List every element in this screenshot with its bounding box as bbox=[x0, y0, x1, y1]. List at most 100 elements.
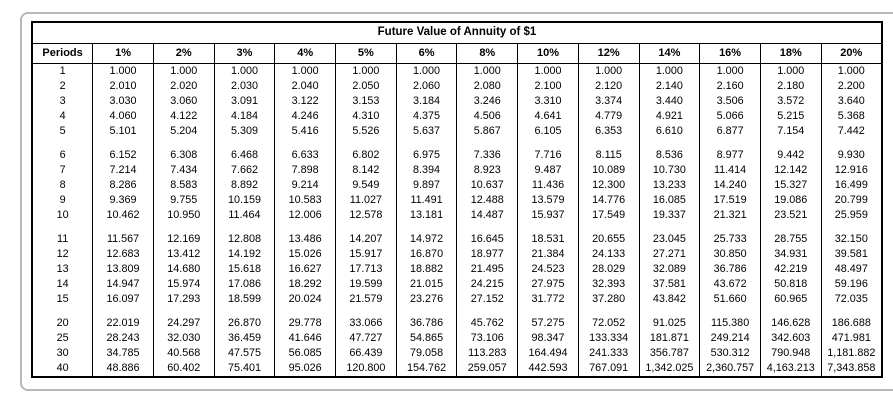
spacer-cell bbox=[456, 139, 519, 148]
value-cell: 37.581 bbox=[638, 277, 701, 292]
value-cell: 1,342.025 bbox=[638, 361, 701, 377]
value-cell: 6.633 bbox=[274, 148, 337, 163]
value-cell: 5.215 bbox=[759, 109, 822, 124]
value-cell: 3.091 bbox=[213, 94, 276, 109]
value-cell: 1.000 bbox=[638, 63, 701, 79]
value-cell: 33.066 bbox=[335, 316, 397, 331]
value-cell: 2.120 bbox=[577, 79, 640, 94]
col-header-rate-12: 12% bbox=[577, 43, 640, 64]
value-cell: 249.214 bbox=[699, 331, 761, 346]
value-cell: 7.898 bbox=[274, 163, 337, 178]
value-cell: 27.271 bbox=[638, 247, 701, 262]
value-cell: 15.917 bbox=[335, 247, 397, 262]
value-cell: 72.052 bbox=[577, 316, 640, 331]
spacer-cell bbox=[395, 223, 458, 232]
value-cell: 19.086 bbox=[759, 193, 822, 208]
value-cell: 31.772 bbox=[517, 292, 579, 307]
value-cell: 17.713 bbox=[335, 262, 397, 277]
value-cell: 1.000 bbox=[335, 63, 397, 79]
value-cell: 9.755 bbox=[152, 193, 215, 208]
value-cell: 45.762 bbox=[456, 316, 519, 331]
value-cell: 51.660 bbox=[699, 292, 761, 307]
value-cell: 186.688 bbox=[820, 316, 883, 331]
period-cell: 11 bbox=[31, 232, 94, 247]
value-cell: 18.599 bbox=[213, 292, 276, 307]
value-cell: 1.000 bbox=[152, 63, 215, 79]
spacer-cell bbox=[577, 307, 640, 316]
value-cell: 15.974 bbox=[152, 277, 215, 292]
spacer-cell bbox=[335, 307, 397, 316]
annuity-table: Future Value of Annuity of $1 Periods 1% 2… bbox=[31, 21, 883, 378]
period-cell: 8 bbox=[31, 178, 94, 193]
spacer-cell bbox=[759, 307, 822, 316]
value-cell: 19.337 bbox=[638, 208, 701, 223]
value-cell: 2.060 bbox=[395, 79, 458, 94]
value-cell: 36.786 bbox=[395, 316, 458, 331]
spacer-cell bbox=[820, 223, 883, 232]
spacer-cell bbox=[638, 307, 701, 316]
value-cell: 356.787 bbox=[638, 346, 701, 361]
value-cell: 7,343.858 bbox=[820, 361, 883, 377]
value-cell: 11.567 bbox=[92, 232, 154, 247]
value-cell: 41.646 bbox=[274, 331, 337, 346]
value-cell: 79.058 bbox=[395, 346, 458, 361]
table-row: 3 3.030 3.060 3.091 3.122 3.153 3.184 3.246 3.31… bbox=[31, 94, 883, 109]
value-cell: 95.026 bbox=[274, 361, 337, 377]
value-cell: 48.886 bbox=[92, 361, 154, 377]
value-cell: 5.416 bbox=[274, 124, 337, 139]
table-row: 40 48.886 60.402 75.401 95.026 120.800 154.762… bbox=[31, 361, 883, 377]
value-cell: 7.154 bbox=[759, 124, 822, 139]
col-header-rate-6: 6% bbox=[395, 43, 458, 64]
period-cell: 6 bbox=[31, 148, 94, 163]
value-cell: 26.870 bbox=[213, 316, 276, 331]
value-cell: 5.368 bbox=[820, 109, 883, 124]
table-row: 14 14.947 15.974 17.086 18.292 19.599 21.015 24… bbox=[31, 277, 883, 292]
value-cell: 7.214 bbox=[92, 163, 154, 178]
value-cell: 19.599 bbox=[335, 277, 397, 292]
value-cell: 12.683 bbox=[92, 247, 154, 262]
period-cell: 4 bbox=[31, 109, 94, 124]
spacer-cell bbox=[152, 307, 215, 316]
col-header-rate-16: 16% bbox=[699, 43, 761, 64]
value-cell: 91.025 bbox=[638, 316, 701, 331]
spacer-cell bbox=[699, 223, 761, 232]
value-cell: 767.091 bbox=[577, 361, 640, 377]
value-cell: 1.000 bbox=[820, 63, 883, 79]
spacer-cell bbox=[517, 139, 579, 148]
col-header-rate-14: 14% bbox=[638, 43, 701, 64]
value-cell: 8.394 bbox=[395, 163, 458, 178]
value-cell: 5.066 bbox=[699, 109, 761, 124]
table-row: 5 5.101 5.204 5.309 5.416 5.526 5.637 5.867 6.10… bbox=[31, 124, 883, 139]
spacer-cell bbox=[820, 307, 883, 316]
value-cell: 12.169 bbox=[152, 232, 215, 247]
value-cell: 8.536 bbox=[638, 148, 701, 163]
table-row: 4 4.060 4.122 4.184 4.246 4.310 4.375 4.506 4.64… bbox=[31, 109, 883, 124]
value-cell: 12.916 bbox=[820, 163, 883, 178]
spacer-cell bbox=[699, 307, 761, 316]
spacer-cell bbox=[517, 223, 579, 232]
value-cell: 10.583 bbox=[274, 193, 337, 208]
value-cell: 18.531 bbox=[517, 232, 579, 247]
value-cell: 3.060 bbox=[152, 94, 215, 109]
value-cell: 42.219 bbox=[759, 262, 822, 277]
value-cell: 17.293 bbox=[152, 292, 215, 307]
period-cell: 9 bbox=[31, 193, 94, 208]
value-cell: 6.877 bbox=[699, 124, 761, 139]
value-cell: 4.060 bbox=[92, 109, 154, 124]
spacer-cell bbox=[759, 139, 822, 148]
value-cell: 7.434 bbox=[152, 163, 215, 178]
value-cell: 6.975 bbox=[395, 148, 458, 163]
value-cell: 1.000 bbox=[759, 63, 822, 79]
value-cell: 39.581 bbox=[820, 247, 883, 262]
value-cell: 6.610 bbox=[638, 124, 701, 139]
value-cell: 21.321 bbox=[699, 208, 761, 223]
value-cell: 28.243 bbox=[92, 331, 154, 346]
value-cell: 12.006 bbox=[274, 208, 337, 223]
period-cell: 12 bbox=[31, 247, 94, 262]
value-cell: 43.672 bbox=[699, 277, 761, 292]
value-cell: 57.275 bbox=[517, 316, 579, 331]
value-cell: 14.680 bbox=[152, 262, 215, 277]
value-cell: 9.487 bbox=[517, 163, 579, 178]
value-cell: 2.160 bbox=[699, 79, 761, 94]
value-cell: 13.486 bbox=[274, 232, 337, 247]
